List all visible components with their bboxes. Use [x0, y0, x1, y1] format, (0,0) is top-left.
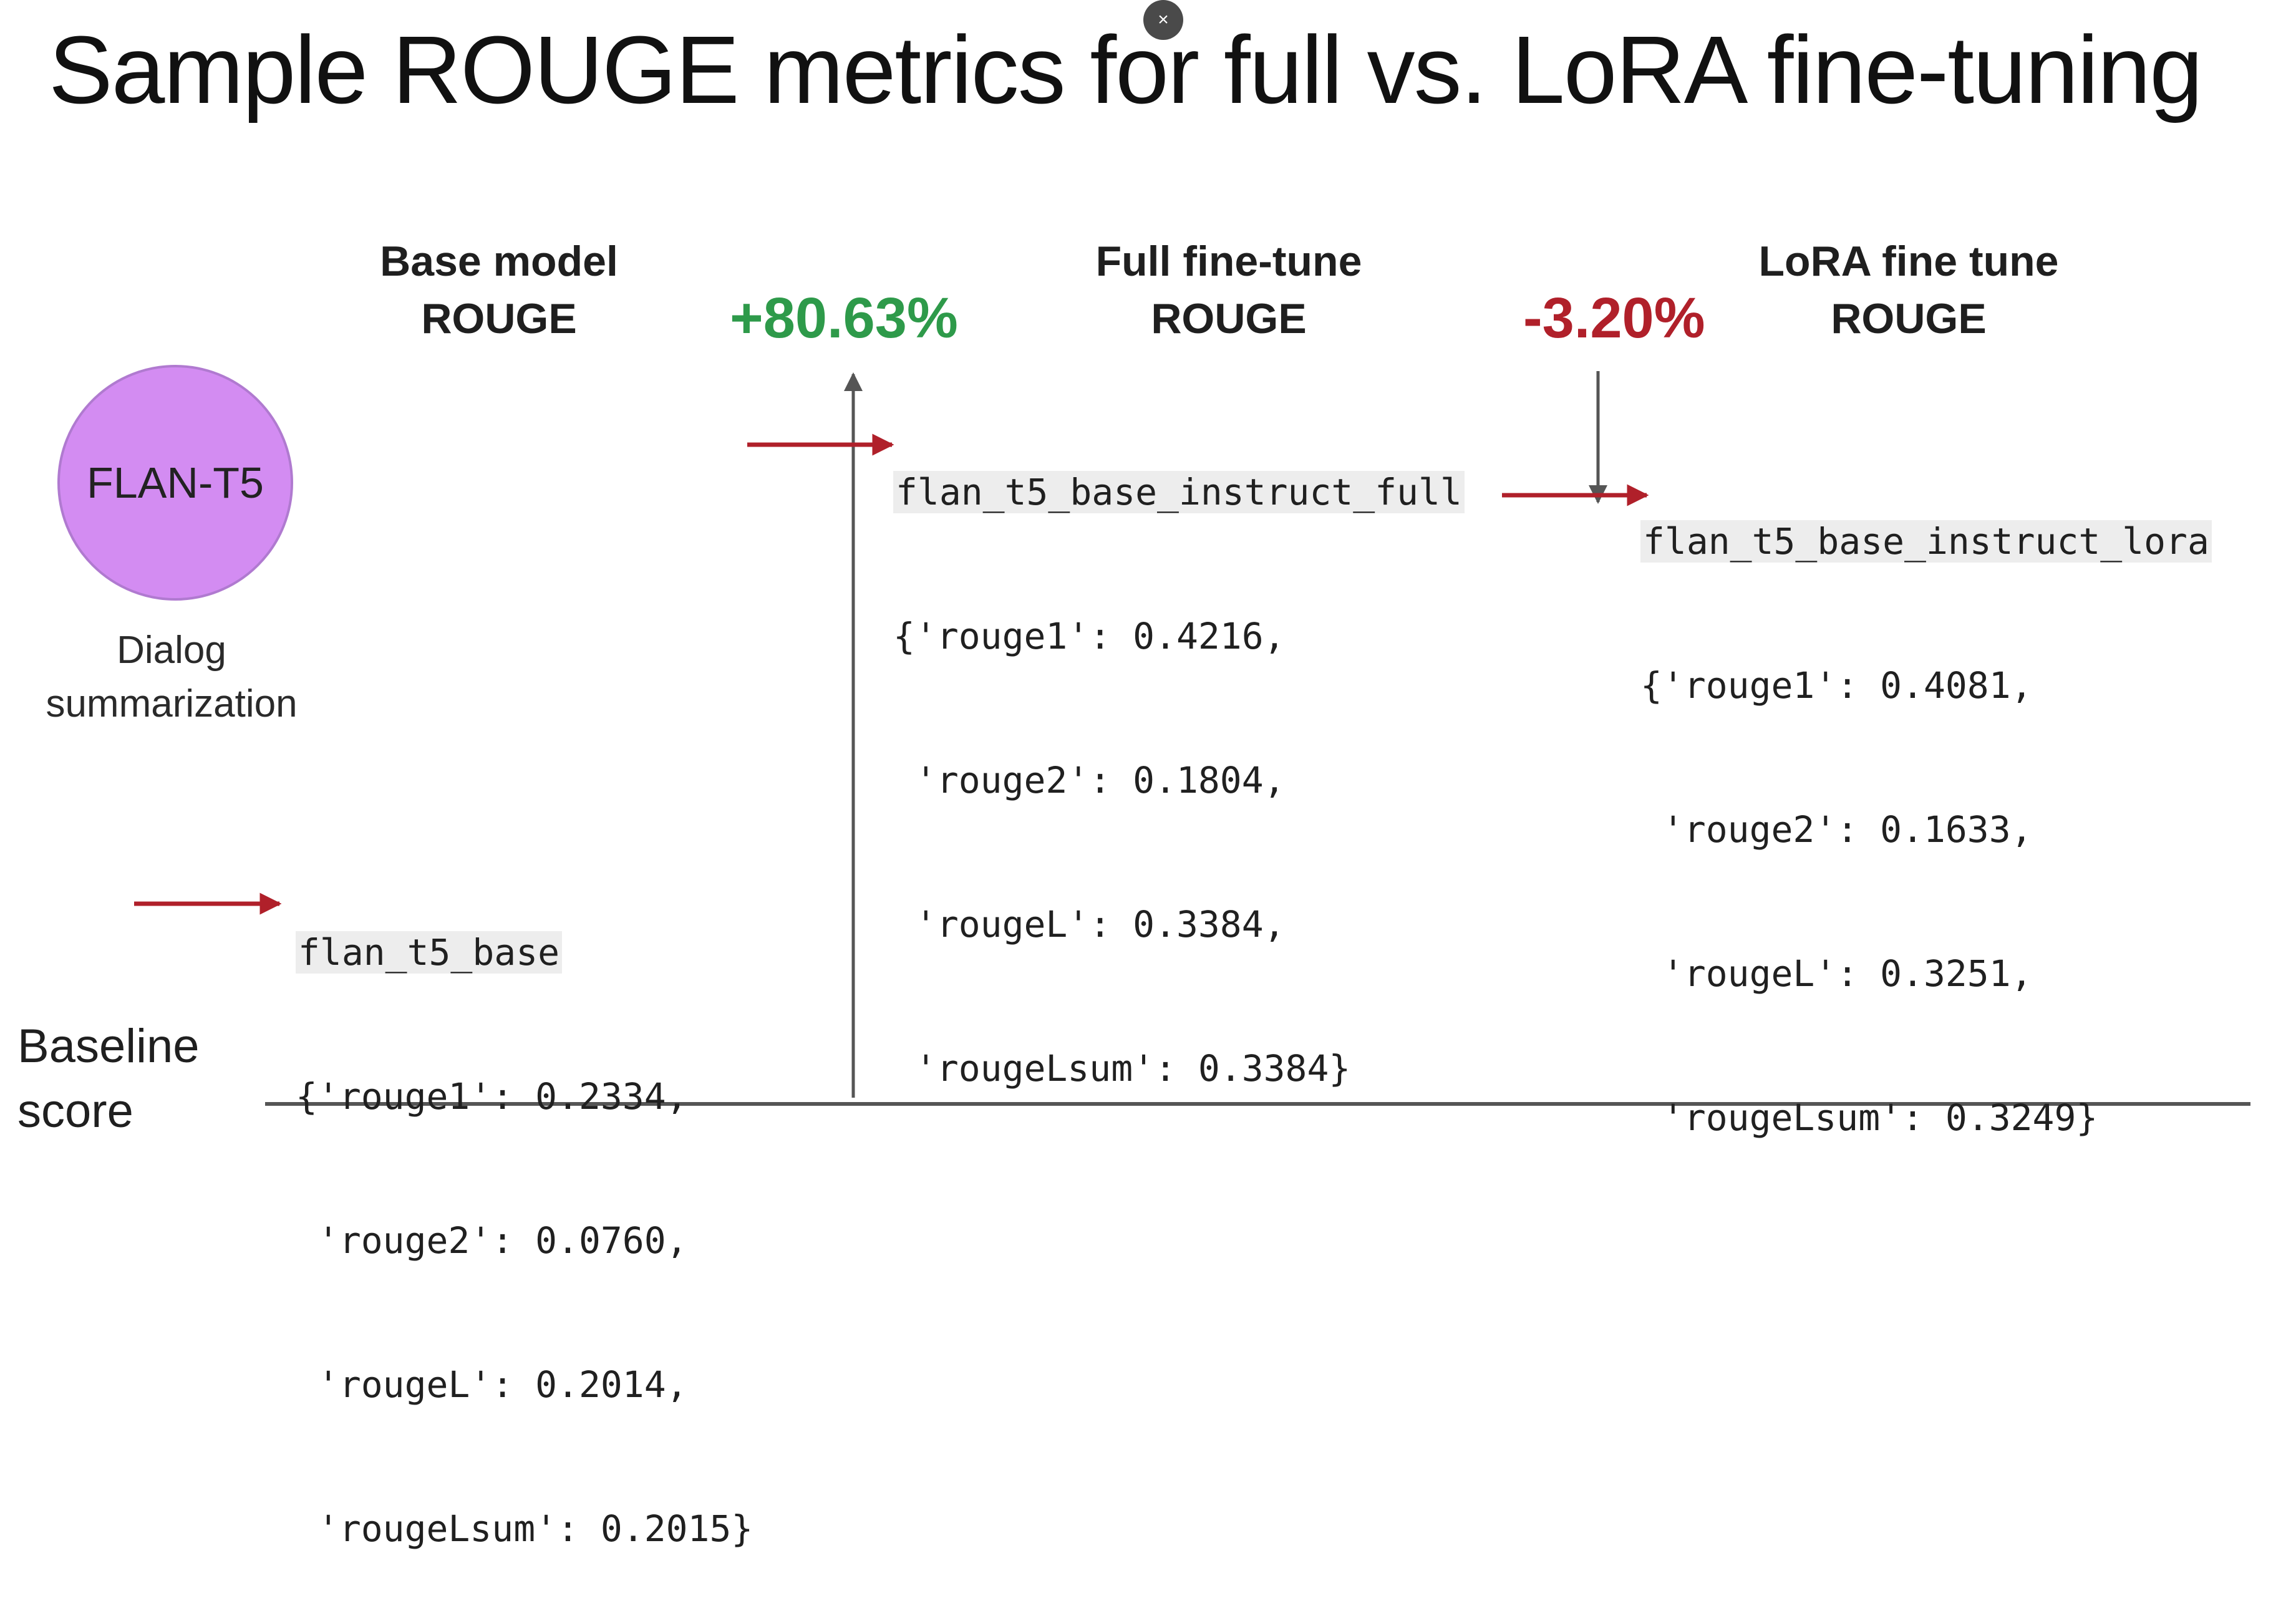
rouge-line: {'rouge1': 0.4216,	[893, 615, 1286, 657]
rouge-line: 'rougeL': 0.3384,	[893, 903, 1286, 946]
lora-change-percent: -3.20%	[1523, 286, 1705, 350]
rouge-line: {'rouge1': 0.2334,	[296, 1075, 688, 1118]
base-rouge-results: flan_t5_base {'rouge1': 0.2334, 'rouge2'…	[296, 833, 753, 1601]
diagram-arrows-layer	[134, 371, 2250, 1106]
close-button[interactable]: ×	[1143, 0, 1183, 40]
model-id-label: flan_t5_base_instruct_lora	[1640, 520, 2212, 563]
close-icon: ×	[1158, 9, 1169, 30]
rouge-line: 'rougeLsum': 0.3384}	[893, 1047, 1351, 1090]
column-heading-base: Base model ROUGE	[380, 238, 618, 342]
model-circle: FLAN-T5	[57, 365, 293, 601]
model-name: FLAN-T5	[87, 458, 264, 507]
lora-rouge-results: flan_t5_base_instruct_lora {'rouge1': 0.…	[1640, 422, 2212, 1190]
rouge-line: {'rouge1': 0.4081,	[1640, 664, 2033, 707]
column-heading-full: Full fine-tune ROUGE	[1095, 238, 1362, 342]
rouge-line: 'rougeLsum': 0.2015}	[296, 1507, 753, 1550]
column-heading-lora: LoRA fine tune ROUGE	[1758, 238, 2059, 342]
rouge-line: 'rouge2': 0.0760,	[296, 1219, 688, 1262]
rouge-line: 'rougeLsum': 0.3249}	[1640, 1096, 2098, 1139]
rouge-line: 'rougeL': 0.3251,	[1640, 952, 2033, 995]
rouge-line: 'rougeL': 0.2014,	[296, 1363, 688, 1406]
full-rouge-results: flan_t5_base_instruct_full {'rouge1': 0.…	[893, 372, 1465, 1141]
rouge-line: 'rouge2': 0.1633,	[1640, 808, 2033, 851]
model-id-label: flan_t5_base_instruct_full	[893, 471, 1465, 513]
slide-title: Sample ROUGE metrics for full vs. LoRA f…	[49, 16, 2203, 123]
task-caption: Dialog summarization	[46, 629, 298, 725]
baseline-score-label: Baseline score	[17, 1020, 200, 1138]
model-id-label: flan_t5_base	[296, 931, 563, 974]
full-change-percent: +80.63%	[730, 286, 958, 350]
rouge-line: 'rouge2': 0.1804,	[893, 759, 1286, 801]
